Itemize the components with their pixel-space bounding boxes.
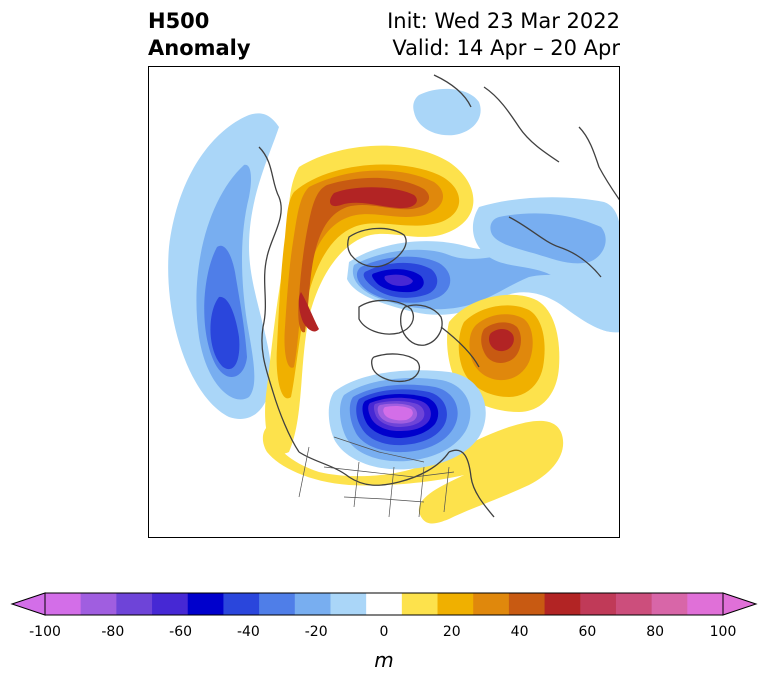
colorbar-tick-label: -80 — [101, 624, 125, 640]
colorbar-segment — [687, 593, 724, 615]
positive-ridge-alaska-beaufort — [265, 145, 474, 454]
figure-title-right: Init: Wed 23 Mar 2022 Valid: 14 Apr – 20… — [387, 8, 620, 62]
colorbar — [10, 592, 758, 616]
colorbar-segment — [580, 593, 617, 615]
colorbar-tick-label: -20 — [304, 624, 328, 640]
colorbar-segment — [615, 593, 653, 615]
map-svg — [168, 74, 619, 524]
colorbar-segment — [45, 593, 82, 615]
colorbar-tick-label: 100 — [709, 624, 737, 640]
colorbar-segment — [116, 593, 153, 615]
colorbar-segment — [223, 593, 260, 615]
us-state-borders — [298, 436, 455, 518]
colorbar-segment — [187, 593, 224, 615]
coastlines-and-borders — [258, 74, 619, 518]
colorbar-tick-label: 0 — [379, 624, 389, 640]
colorbar-segment — [152, 593, 189, 615]
colorbar-segment — [651, 593, 688, 615]
colorbar-tick-label: -100 — [29, 624, 61, 640]
colorbar-segment — [294, 593, 331, 615]
negative-center-north-america — [328, 370, 486, 470]
colorbar-tick-label: 20 — [442, 624, 461, 640]
figure-title-left: H500 Anomaly — [148, 8, 251, 62]
title-variable: H500 — [148, 9, 210, 33]
colorbar-extend-high — [722, 592, 758, 616]
colorbar-extend-low — [10, 592, 46, 616]
colorbar-segment — [437, 593, 474, 615]
colorbar-segment — [544, 593, 581, 615]
colorbar-tick-label: -60 — [169, 624, 193, 640]
colorbar-segment — [401, 593, 439, 615]
colorbar-tick-label: -40 — [236, 624, 260, 640]
colorbar-segment — [330, 593, 367, 615]
colorbar-segment — [80, 593, 117, 615]
negative-center-north-pacific — [168, 113, 279, 419]
colorbar-unit-label: m — [374, 648, 394, 672]
colorbar-tick-label: 60 — [578, 624, 597, 640]
negative-band-siberia — [472, 197, 619, 332]
positive-ridge-greenland-atlantic — [447, 294, 560, 412]
anomaly-map — [148, 66, 620, 538]
positive-arc-south — [262, 420, 564, 524]
valid-range: Valid: 14 Apr – 20 Apr — [392, 36, 620, 60]
colorbar-segment — [366, 593, 403, 615]
init-date: Init: Wed 23 Mar 2022 — [387, 9, 620, 33]
colorbar-segment — [508, 593, 546, 615]
colorbar-tick-label: 40 — [510, 624, 529, 640]
colorbar-segment — [259, 593, 296, 615]
colorbar-segment — [473, 593, 510, 615]
title-type: Anomaly — [148, 36, 251, 60]
colorbar-tick-label: 80 — [646, 624, 665, 640]
